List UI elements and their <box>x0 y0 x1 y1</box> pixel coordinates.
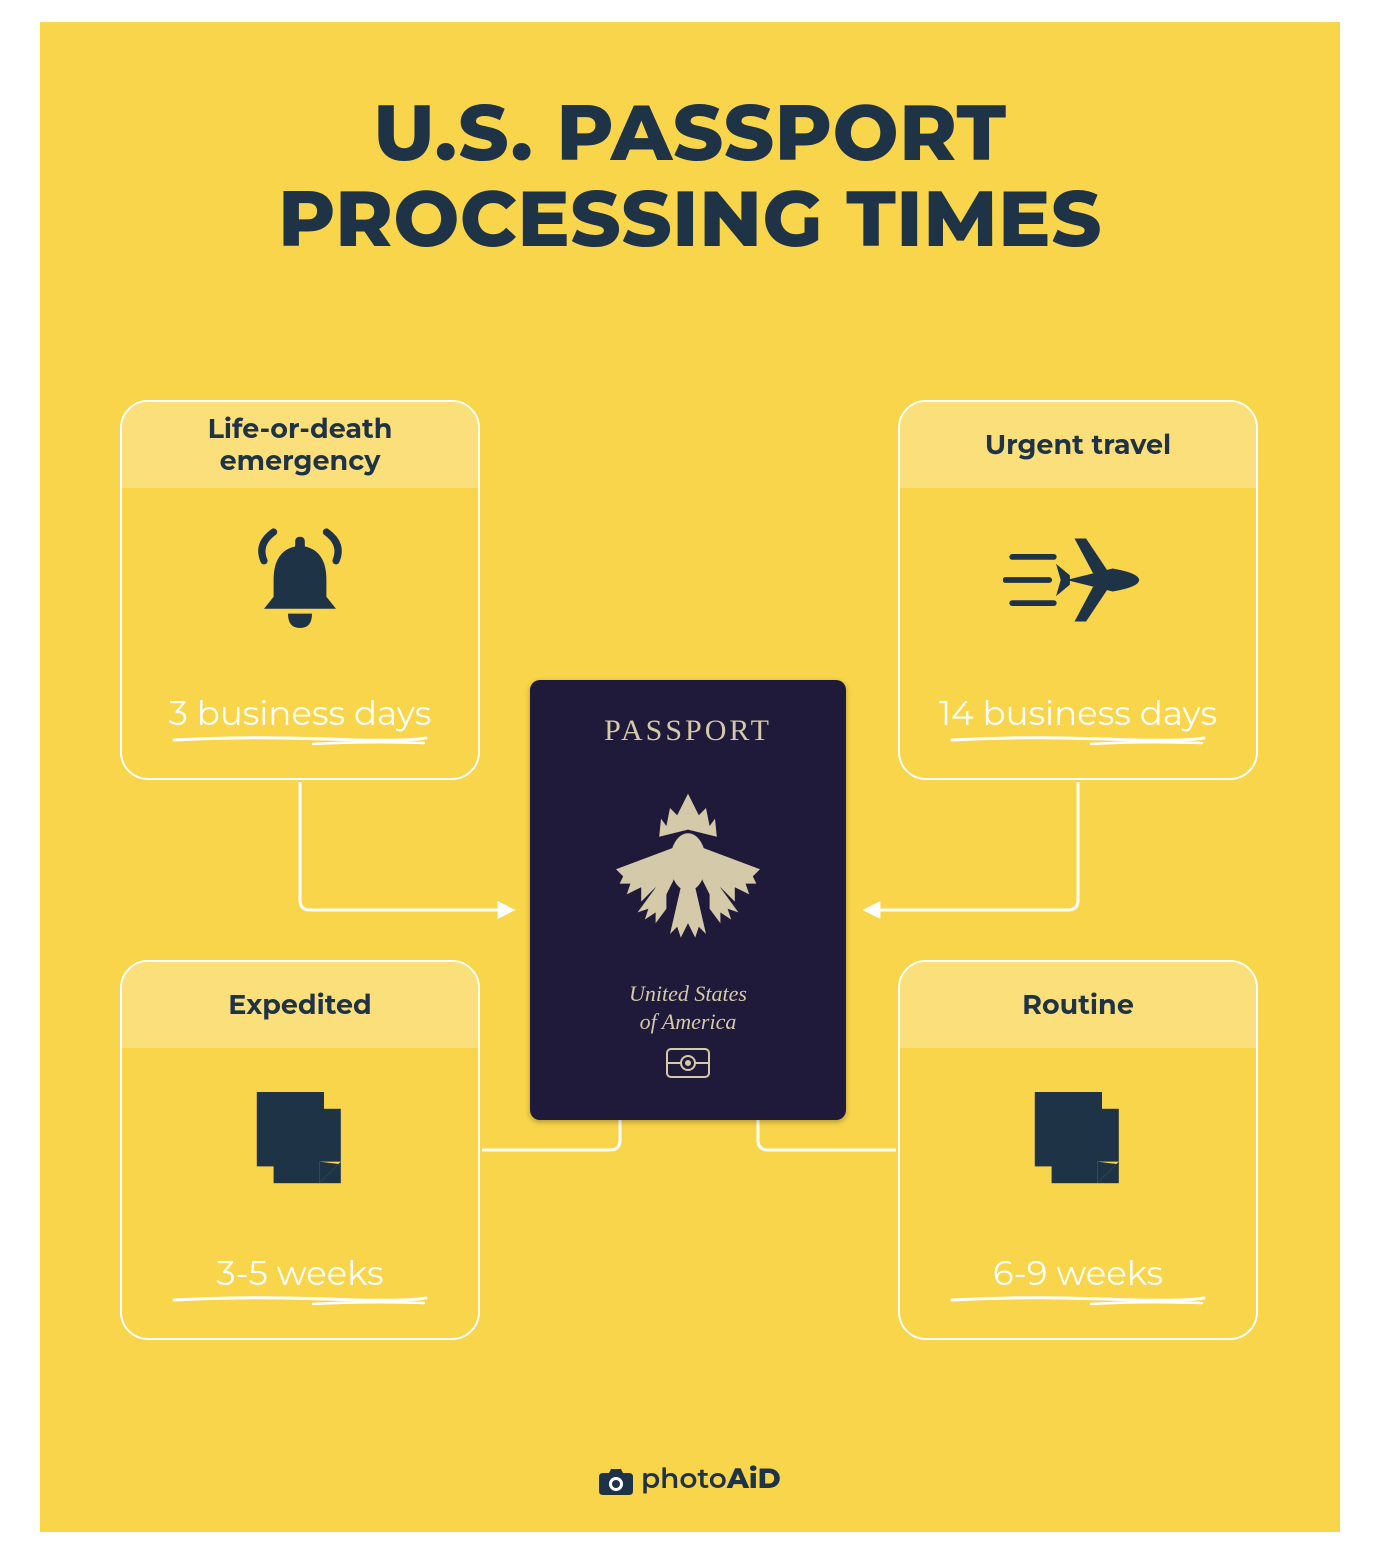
infographic-canvas: U.S. PASSPORT PROCESSING TIMES Life-or-d… <box>0 0 1380 1553</box>
underline-decoration <box>170 734 430 753</box>
card-urgent: Urgent travel 14 business days <box>898 400 1258 780</box>
passport-country: United States of America <box>530 980 846 1035</box>
camera-icon <box>599 1467 633 1495</box>
passport-country-line2: of America <box>530 1008 846 1036</box>
passport-country-line1: United States <box>530 980 846 1008</box>
emergency-to-passport <box>300 782 512 910</box>
chip-icon <box>666 1048 710 1078</box>
card-value-urgent: 14 business days <box>900 692 1256 734</box>
card-header-urgent: Urgent travel <box>900 402 1256 488</box>
underline-decoration <box>170 1294 430 1313</box>
eagle-seal-icon <box>598 772 778 952</box>
card-value-expedited: 3-5 weeks <box>122 1252 478 1294</box>
underline-decoration <box>948 1294 1208 1313</box>
card-emergency: Life-or-death emergency 3 business days <box>120 400 480 780</box>
bell-icon <box>240 520 360 645</box>
card-header-routine: Routine <box>900 962 1256 1048</box>
plane-icon <box>1003 520 1153 645</box>
brand-suffix: AiD <box>727 1462 781 1496</box>
card-header-emergency: Life-or-death emergency <box>122 402 478 488</box>
underline-decoration <box>948 734 1208 753</box>
passport-illustration: PASSPORT United States of America <box>530 680 846 1120</box>
docs-icon <box>1018 1080 1138 1205</box>
urgent-to-passport <box>866 782 1078 910</box>
brand-footer: photoAiD <box>0 1462 1380 1496</box>
docs-icon <box>240 1080 360 1205</box>
passport-title: PASSPORT <box>530 714 846 748</box>
card-value-routine: 6-9 weeks <box>900 1252 1256 1294</box>
card-routine: Routine 6-9 weeks <box>898 960 1258 1340</box>
card-header-expedited: Expedited <box>122 962 478 1048</box>
card-value-emergency: 3 business days <box>122 692 478 734</box>
brand-prefix: photo <box>641 1462 727 1496</box>
card-expedited: Expedited 3-5 weeks <box>120 960 480 1340</box>
